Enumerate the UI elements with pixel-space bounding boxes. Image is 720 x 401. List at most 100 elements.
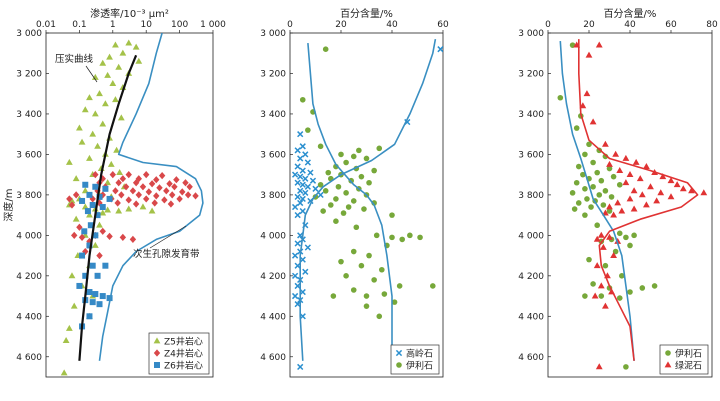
triangle-marker — [106, 53, 113, 60]
triangle-marker — [653, 197, 661, 204]
circle-marker — [345, 204, 352, 210]
square-marker — [92, 183, 99, 190]
circle-marker — [363, 155, 370, 162]
triangle-marker — [595, 41, 603, 48]
triangle-marker — [614, 237, 622, 244]
trend-line-2 — [578, 39, 699, 361]
trend-line-2 — [98, 33, 204, 361]
diamond-marker — [143, 195, 150, 203]
circle-marker — [665, 350, 671, 356]
circle-marker — [627, 289, 633, 295]
y-tick-label: 4 000 — [260, 231, 286, 241]
x-tick-label: 0.1 — [72, 20, 86, 30]
trend-line-1 — [307, 43, 393, 367]
diamond-marker — [109, 171, 116, 179]
circle-marker — [582, 293, 588, 299]
cross-marker — [297, 173, 304, 180]
circle-marker — [328, 202, 334, 208]
triangle-marker — [597, 231, 605, 238]
triangle-marker — [583, 90, 591, 97]
square-marker — [106, 295, 113, 302]
cross-marker — [297, 187, 304, 194]
triangle-marker — [65, 158, 73, 165]
diamond-marker — [96, 251, 103, 260]
circle-marker — [333, 218, 339, 224]
x-tick-label: 1 — [110, 20, 116, 30]
cross-marker — [294, 147, 301, 154]
circle-marker — [407, 232, 413, 239]
cross-marker — [291, 252, 299, 259]
triangle-marker — [636, 175, 644, 182]
cross-marker — [304, 159, 311, 166]
diamond-marker — [143, 171, 150, 179]
circle-marker — [598, 293, 605, 299]
triangle-marker — [135, 57, 143, 64]
circle-marker — [366, 179, 372, 186]
square-marker — [102, 185, 109, 192]
square-marker — [94, 272, 101, 279]
diamond-marker — [92, 171, 99, 179]
circle-marker — [600, 202, 607, 208]
cross-marker — [299, 167, 306, 174]
diamond-marker — [153, 192, 160, 200]
square-marker — [89, 262, 96, 269]
cross-marker — [395, 349, 403, 357]
series-1 — [60, 39, 156, 376]
triangle-marker — [622, 179, 630, 186]
diamond-marker — [156, 184, 163, 192]
circle-marker — [602, 188, 609, 194]
circle-marker — [320, 208, 326, 214]
y-tick-label: 3 600 — [16, 150, 42, 160]
circle-marker — [594, 222, 600, 229]
legend-label: Z5井岩心 — [164, 336, 203, 348]
circle-marker — [391, 299, 398, 305]
circle-marker — [590, 281, 596, 287]
diamond-marker — [99, 227, 106, 235]
diamond-marker — [148, 180, 156, 188]
triangle-marker — [76, 124, 83, 131]
triangle-marker — [109, 79, 117, 86]
diamond-marker — [163, 187, 170, 195]
square-marker — [86, 242, 93, 249]
triangle-marker — [606, 160, 613, 167]
y-tick-label: 4 400 — [16, 312, 42, 322]
triangle-marker — [65, 324, 73, 331]
circle-marker — [619, 273, 625, 279]
square-marker — [89, 202, 96, 208]
x-tick-label: 0 — [545, 20, 551, 30]
cross-marker — [299, 181, 306, 188]
y-tick-label: 4 200 — [518, 272, 544, 282]
y-tick-label: 3 200 — [16, 69, 42, 79]
diamond-marker — [139, 183, 147, 191]
cross-marker — [299, 207, 306, 215]
diamond-marker — [179, 188, 186, 196]
triangle-marker — [78, 138, 86, 145]
legend-label: 高岭石 — [406, 348, 433, 360]
triangle-marker — [614, 199, 622, 206]
diamond-marker — [176, 195, 183, 203]
diamond-marker — [78, 233, 86, 241]
triangle-marker — [86, 211, 93, 218]
diamond-marker — [129, 235, 137, 243]
circle-marker — [417, 234, 423, 241]
triangle-marker — [112, 41, 119, 48]
trend-line-1 — [78, 54, 138, 361]
cross-marker — [456, 95, 461, 100]
cross-marker — [291, 171, 299, 178]
triangle-marker — [125, 205, 133, 212]
circle-marker — [343, 190, 349, 196]
square-marker — [81, 228, 88, 235]
triangle-marker — [657, 189, 665, 196]
legend-label: 伊利石 — [406, 360, 433, 372]
cross-marker — [304, 183, 311, 190]
triangle-marker — [643, 162, 650, 169]
diamond-marker — [182, 179, 189, 187]
x-tick-label: 40 — [624, 20, 636, 30]
y-tick-label: 3 600 — [518, 150, 544, 160]
triangle-marker — [610, 251, 617, 258]
y-tick-label: 4 000 — [518, 231, 544, 241]
triangle-marker — [119, 49, 127, 56]
circle-marker — [596, 192, 603, 198]
triangle-marker — [115, 207, 123, 214]
diamond-marker — [68, 201, 76, 209]
